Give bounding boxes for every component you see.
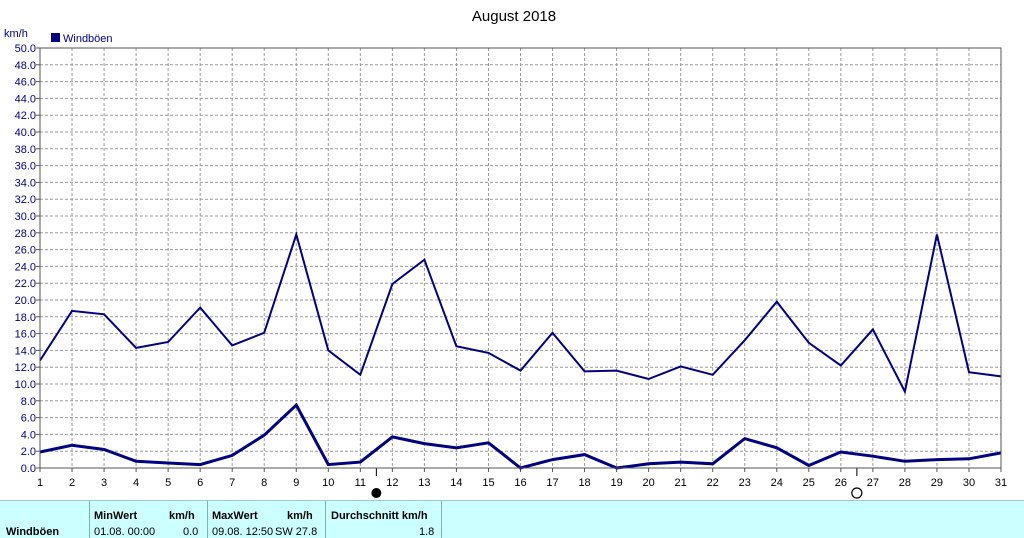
y-tick-label: 14.0 bbox=[15, 345, 36, 357]
y-tick-label: 10.0 bbox=[15, 379, 36, 391]
x-tick-label: 20 bbox=[643, 477, 655, 489]
x-tick-label: 28 bbox=[899, 477, 911, 489]
y-tick-label: 20.0 bbox=[15, 295, 36, 307]
y-tick-label: 28.0 bbox=[15, 228, 36, 240]
x-tick-label: 31 bbox=[995, 477, 1007, 489]
stats-row-label-cell: Windböen bbox=[6, 501, 88, 538]
stats-max-header: MaxWert bbox=[212, 510, 258, 522]
x-tick-label: 5 bbox=[165, 477, 171, 489]
stats-max-value: SW 27.8 bbox=[275, 526, 318, 538]
stats-bar: Windböen MinWert km/h 01.08. 00:00 0.0 M… bbox=[0, 500, 1024, 538]
new-moon-icon bbox=[371, 488, 382, 498]
y-tick-label: 4.0 bbox=[21, 429, 36, 441]
x-axis-ticks: 1 2 3 4 5 6 7 8 9 10 11 12 13 14 15 16 17 18 19 20 21 22 23 24 2… bbox=[37, 468, 1007, 489]
y-tick-label: 8.0 bbox=[21, 396, 36, 408]
x-tick-label: 23 bbox=[739, 477, 751, 489]
x-tick-label: 24 bbox=[771, 477, 783, 489]
y-tick-label: 32.0 bbox=[15, 194, 36, 206]
stats-avg-value: 1.8 bbox=[419, 526, 435, 538]
x-tick-label: 18 bbox=[578, 477, 590, 489]
x-tick-label: 9 bbox=[293, 477, 299, 489]
stats-separator bbox=[325, 501, 326, 538]
x-tick-label: 19 bbox=[610, 477, 622, 489]
x-tick-label: 2 bbox=[69, 477, 75, 489]
x-tick-label: 26 bbox=[835, 477, 847, 489]
moon-markers bbox=[371, 468, 863, 499]
x-tick-label: 1 bbox=[37, 477, 43, 489]
y-tick-label: 24.0 bbox=[15, 261, 36, 273]
y-tick-label: 42.0 bbox=[15, 110, 36, 122]
x-tick-label: 17 bbox=[546, 477, 558, 489]
x-tick-label: 12 bbox=[386, 477, 398, 489]
y-tick-label: 30.0 bbox=[15, 211, 36, 223]
x-tick-label: 21 bbox=[675, 477, 687, 489]
y-tick-label: 26.0 bbox=[15, 245, 36, 257]
stats-min-when: 01.08. 00:00 bbox=[94, 526, 156, 538]
x-tick-label: 8 bbox=[261, 477, 267, 489]
x-tick-label: 14 bbox=[450, 477, 462, 489]
y-tick-label: 16.0 bbox=[15, 329, 36, 341]
chart-title: August 2018 bbox=[472, 8, 556, 25]
y-tick-label: 46.0 bbox=[15, 77, 36, 89]
stats-separator bbox=[441, 501, 442, 538]
legend: Windböen bbox=[51, 33, 113, 45]
y-axis-unit: km/h bbox=[4, 28, 28, 40]
chart: August 2018 km/h Windböen 0.0 2.0 4.0 6.0 8.… bbox=[4, 8, 1007, 499]
x-tick-label: 10 bbox=[322, 477, 334, 489]
y-tick-label: 2.0 bbox=[21, 446, 36, 458]
series-line-max bbox=[39, 231, 1002, 395]
x-tick-label: 27 bbox=[867, 477, 879, 489]
stats-avg-cell: Durchschnitt km/h 1.8 bbox=[331, 501, 437, 538]
y-tick-label: 50.0 bbox=[15, 43, 36, 55]
stats-separator bbox=[207, 501, 208, 538]
y-tick-label: 48.0 bbox=[15, 60, 36, 72]
x-tick-label: 11 bbox=[355, 477, 366, 489]
x-tick-label: 6 bbox=[197, 477, 203, 489]
plot-frame bbox=[39, 47, 1002, 469]
x-tick-label: 3 bbox=[101, 477, 107, 489]
stats-max-when: 09.08. 12:50 bbox=[212, 526, 274, 538]
y-tick-label: 22.0 bbox=[15, 278, 36, 290]
x-tick-label: 4 bbox=[133, 477, 139, 489]
stats-separator bbox=[89, 501, 90, 538]
legend-label: Windböen bbox=[63, 33, 113, 45]
stats-min-value: 0.0 bbox=[183, 526, 199, 538]
y-tick-label: 38.0 bbox=[15, 144, 36, 156]
y-tick-label: 40.0 bbox=[15, 127, 36, 139]
x-tick-label: 16 bbox=[514, 477, 526, 489]
y-tick-label: 12.0 bbox=[15, 362, 36, 374]
x-tick-label: 15 bbox=[482, 477, 494, 489]
legend-swatch bbox=[51, 33, 60, 42]
stats-avg-header: Durchschnitt km/h bbox=[331, 510, 428, 522]
y-tick-label: 36.0 bbox=[15, 161, 36, 173]
y-tick-label: 18.0 bbox=[15, 312, 36, 324]
grid bbox=[40, 48, 1001, 468]
x-tick-label: 25 bbox=[803, 477, 815, 489]
x-tick-label: 30 bbox=[963, 477, 975, 489]
stats-max-unit: km/h bbox=[287, 510, 313, 522]
y-tick-label: 34.0 bbox=[15, 177, 36, 189]
stats-row-label: Windböen bbox=[6, 526, 60, 538]
x-tick-label: 13 bbox=[418, 477, 430, 489]
y-tick-label: 44.0 bbox=[15, 93, 36, 105]
stats-min-unit: km/h bbox=[169, 510, 195, 522]
y-tick-label: 0.0 bbox=[21, 463, 36, 475]
x-tick-label: 29 bbox=[931, 477, 943, 489]
stats-max-cell: MaxWert km/h 09.08. 12:50 SW 27.8 bbox=[212, 501, 324, 538]
y-axis-ticks: 0.0 2.0 4.0 6.0 8.0 10.0 12.0 14.0 16.0 18.0 20.0 2… bbox=[15, 43, 40, 475]
x-tick-label: 22 bbox=[707, 477, 719, 489]
stats-min-cell: MinWert km/h 01.08. 00:00 0.0 bbox=[94, 501, 204, 538]
x-tick-label: 7 bbox=[229, 477, 235, 489]
y-tick-label: 6.0 bbox=[21, 413, 36, 425]
full-moon-icon bbox=[851, 487, 863, 499]
stats-min-header: MinWert bbox=[94, 510, 138, 522]
